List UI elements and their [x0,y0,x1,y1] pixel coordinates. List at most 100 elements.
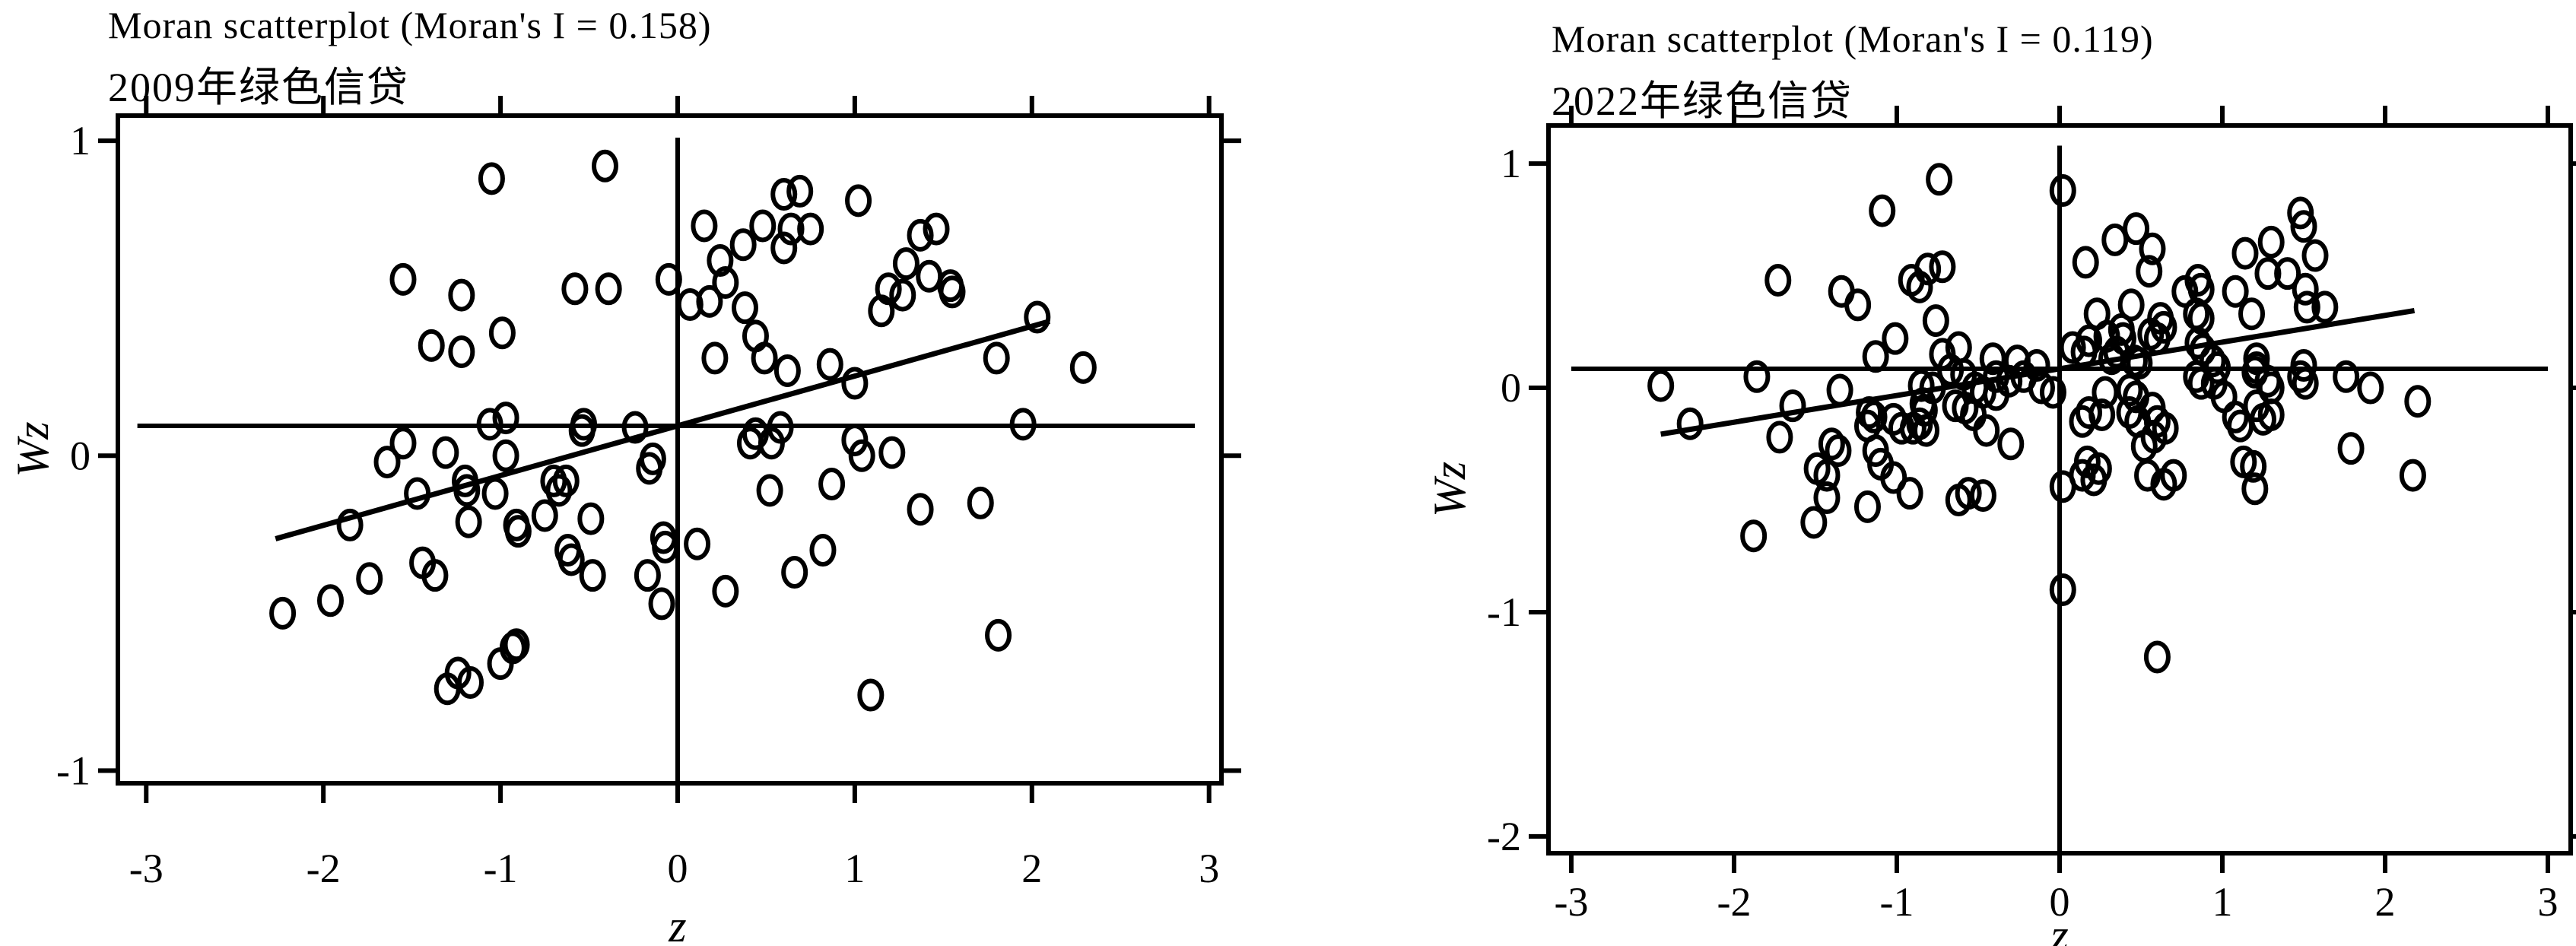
scatter-point [634,559,661,592]
x-tick-label: -1 [484,846,518,891]
scatter-point [2136,255,2163,288]
scatter-point [684,527,711,560]
scatter-point [712,574,739,608]
scatter-point [389,262,417,296]
scatter-point [1896,477,1923,510]
scatter-point [648,587,675,621]
scatter-point [985,618,1012,652]
scatter-point [2292,272,2319,306]
scatter-point [2059,331,2086,364]
scatter-point [652,530,679,563]
scatter-point [1825,434,1852,468]
moran-plot-moran-2022: -3 -2 -1 0 1 2 3 1 0 -1 -2 z Wz [1425,106,2576,946]
scatter-point [1983,378,2010,411]
scatter-point [2292,367,2319,400]
scatter-point [1869,194,1896,227]
scatter-point [2139,232,2166,265]
scatter-point [1926,163,1953,196]
scatter-point [777,212,805,246]
scatter-point [1009,408,1037,441]
scatter-point [1973,414,2000,447]
scatter-point [2028,371,2055,405]
scatter-point [504,515,532,548]
scatter-point [2287,360,2314,393]
scatter-point [939,275,966,309]
x-tick-label: 0 [667,846,688,891]
scatter-point [1880,461,1907,494]
scatter-point [1779,389,1806,423]
scatter-point [1888,411,1915,445]
scatter-point [2134,459,2161,492]
scatter-point [2287,196,2314,230]
scatter-point [707,244,734,278]
scatter-point [2238,297,2266,331]
scatter-point [568,414,596,447]
scatter-point [1862,340,1889,373]
scatter-point [1929,250,1956,284]
scatter-point [2101,223,2129,256]
scatter-point [889,278,916,312]
scatter-point [2070,335,2098,369]
x-tick-label: -3 [1554,879,1588,925]
scatter-point [1813,459,1841,492]
scatter-point [448,335,475,369]
scatter-point [841,424,869,457]
scatter-point [476,408,503,441]
scatter-point [781,556,808,589]
scatter-point [2257,225,2285,259]
scatter-point [2337,432,2365,465]
x-tick-label: 0 [2050,879,2070,925]
scatter-point [2241,355,2269,389]
scatter-point [557,543,585,576]
scatter-point [336,508,364,541]
scatter-point [595,272,622,306]
scatter-point [1818,427,1845,461]
scatter-point [841,367,869,400]
plot-frame [116,113,1224,786]
scatter-point [809,534,837,567]
x-tick-label: 2 [1021,846,1042,891]
scatter-point [907,493,934,526]
scatter-point [492,439,519,472]
scatter-point [478,162,505,195]
x-axis-label: z [668,901,686,946]
scatter-point [269,596,297,630]
scatter-point [621,411,649,444]
scatter-point [731,291,758,325]
scatter-point [2143,640,2171,674]
scatter-point [2076,395,2103,429]
scatter-point [418,329,445,362]
y-tick-label: 1 [1501,141,1521,186]
scatter-point [2039,376,2066,409]
scatter-point [481,477,509,510]
scatter-point [655,262,682,296]
scatter-point [916,259,943,293]
scatter-point [2126,347,2153,380]
scatter-point [2399,459,2426,492]
y-tick-label: -1 [1487,589,1521,635]
scatter-point [1844,288,1872,322]
scatter-point [487,647,514,681]
scatter-point [579,559,606,592]
scatter-point [1955,477,1982,510]
scatter-point [797,212,824,246]
scatter-point [531,499,558,532]
scatter-point [389,427,417,460]
scatter-point [857,678,885,712]
x-tick-label: 3 [2538,879,2559,925]
x-axis-label: z [2050,910,2068,946]
scatter-point [2293,290,2320,324]
scatter-point [756,474,783,507]
scatter-point [2184,326,2212,360]
scatter-point [373,446,401,479]
plot-title-2022-line1: Moran scatterplot (Moran's I = 0.119) [1552,17,2154,60]
y-axis-label: Wz [8,421,58,477]
scatter-point [2116,373,2143,407]
scatter-point [848,439,875,472]
scatter-point [577,502,605,535]
scatter-point [907,218,934,252]
scatter-point [2254,257,2282,290]
scatter-point [1024,300,1051,334]
scatter-point [2187,302,2215,335]
scatter-point [2301,239,2329,272]
